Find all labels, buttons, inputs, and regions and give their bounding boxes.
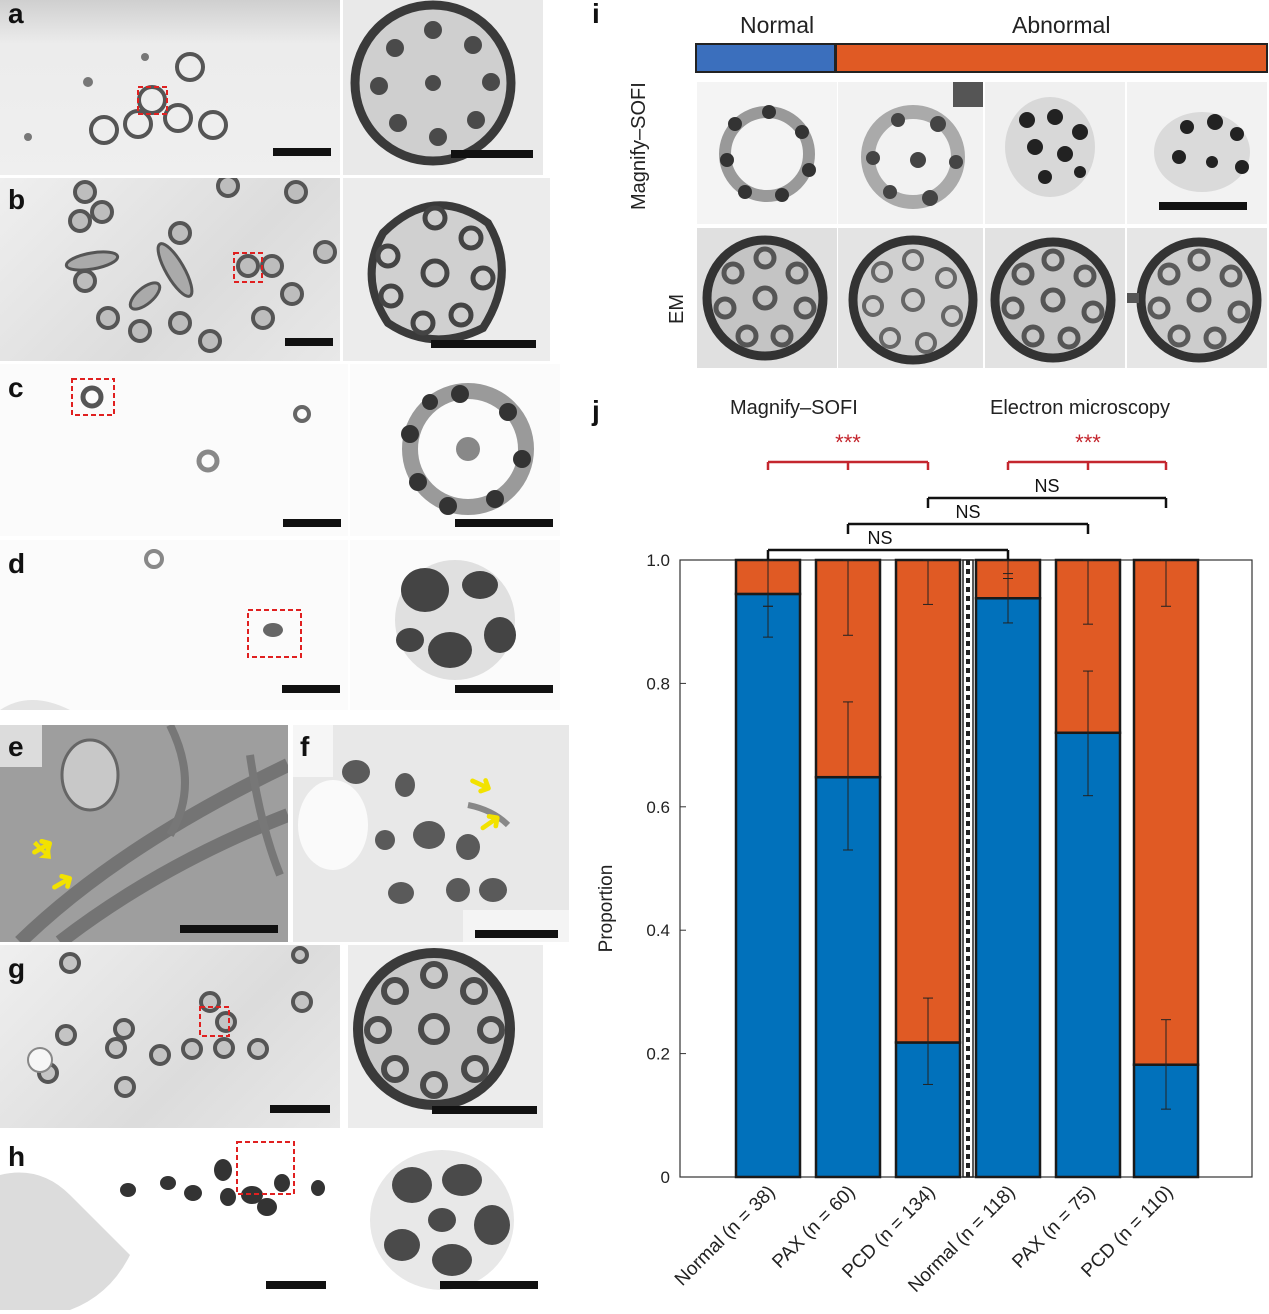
bar-segment	[974, 597, 1042, 1179]
category-tick-label: PCD (n = 134)	[838, 1182, 939, 1283]
scale-bar	[283, 519, 341, 527]
panel-label-a: a	[8, 0, 24, 29]
significance-label: ***	[1075, 430, 1101, 455]
y-tick-label: 1.0	[646, 551, 670, 570]
significance-label: ***	[835, 430, 861, 455]
y-tick-label: 0.4	[646, 921, 670, 940]
panel-label-b: b	[8, 184, 26, 215]
em-image-abnormal-1	[838, 228, 983, 368]
y-axis-label: Proportion	[596, 865, 617, 953]
panel-label-c: c	[8, 372, 24, 403]
normal-header-bar	[695, 43, 836, 73]
category-tick-label: Normal (n = 118)	[904, 1182, 1019, 1297]
header-abnormal-label: Abnormal	[1012, 12, 1111, 38]
significance-label: NS	[867, 528, 892, 548]
bar-segment	[1054, 731, 1122, 1179]
panel-h-overview	[0, 1135, 330, 1310]
bar-segment	[1054, 558, 1122, 735]
panel-label-f: f	[300, 731, 310, 762]
scale-bar	[266, 1281, 326, 1289]
scale-bar	[1159, 202, 1247, 210]
significance-label: NS	[955, 502, 980, 522]
y-tick-label: 0	[661, 1168, 670, 1187]
bar-segment	[894, 1041, 962, 1179]
panel-label-i: i	[592, 0, 600, 29]
panel-label-g: g	[8, 953, 26, 984]
significance-label: NS	[1034, 476, 1059, 496]
scale-bar	[455, 519, 553, 527]
panel-f-image	[293, 725, 569, 942]
panel-label-e: e	[8, 731, 24, 762]
bar-segment	[974, 558, 1042, 600]
plot-frame	[679, 559, 1253, 1178]
panel-label-d: d	[8, 548, 26, 579]
panel-a-overview	[0, 0, 340, 175]
row-label-sofi: Magnify–SOFI	[628, 82, 650, 210]
sofi-image-normal	[697, 82, 837, 224]
sofi-image-abnormal-1	[838, 82, 983, 224]
scale-bar	[273, 148, 331, 156]
scale-bar	[440, 1281, 538, 1289]
group-label-em: Electron microscopy	[990, 397, 1171, 419]
category-tick-label: Normal (n = 38)	[671, 1182, 780, 1291]
bar-segment	[734, 558, 802, 596]
bar-segment	[894, 558, 962, 1044]
scale-bar	[180, 925, 278, 933]
panel-g-zoom	[348, 945, 543, 1128]
abnormal-header-bar	[835, 43, 1268, 73]
panel-a-zoom	[343, 0, 543, 175]
panel-e-image: ➘	[0, 725, 288, 942]
em-image-abnormal-3	[1127, 228, 1267, 368]
category-tick-label: PCD (n = 110)	[1077, 1182, 1177, 1282]
axoneme-cross-sections	[24, 52, 228, 145]
y-tick-label: 0.2	[646, 1045, 670, 1064]
panel-c-overview	[0, 364, 348, 536]
sofi-image-abnormal-2	[985, 82, 1125, 224]
panel-b-zoom	[343, 178, 550, 361]
bar-segment	[734, 592, 802, 1179]
em-image-abnormal-2	[985, 228, 1125, 368]
em-image-normal	[697, 228, 837, 368]
y-tick-label: 0.6	[646, 798, 670, 817]
panel-d-zoom	[350, 540, 560, 710]
bar-segment	[1132, 558, 1200, 1066]
scale-bar	[285, 338, 333, 346]
panel-g-overview	[0, 945, 340, 1128]
scale-bar	[282, 685, 340, 693]
scale-bar	[431, 340, 536, 348]
panel-label-j: j	[592, 395, 600, 426]
panel-h-zoom	[332, 1135, 545, 1310]
panel-label-h: h	[8, 1141, 26, 1172]
scale-bar	[475, 930, 558, 938]
panel-d-overview	[0, 540, 348, 710]
scale-bar	[455, 685, 553, 693]
row-label-em: EM	[666, 294, 688, 324]
group-divider	[962, 559, 974, 1178]
bar-segment	[1132, 1063, 1200, 1179]
header-normal-label: Normal	[740, 12, 815, 38]
scale-bar	[451, 150, 533, 158]
scale-bar	[270, 1105, 330, 1113]
yellow-arrow-icon: ➘	[30, 834, 56, 867]
category-tick-label: PAX (n = 75)	[1008, 1182, 1099, 1273]
bar-segment	[814, 558, 882, 779]
category-tick-label: PAX (n = 60)	[768, 1182, 859, 1273]
scale-bar	[432, 1106, 537, 1114]
y-tick-label: 0.8	[646, 674, 670, 693]
panel-c-zoom	[350, 364, 560, 536]
panel-b-overview	[0, 178, 340, 361]
group-label-sofi: Magnify–SOFI	[730, 397, 858, 419]
sofi-image-abnormal-3	[1127, 82, 1267, 224]
bar-segment	[814, 775, 882, 1179]
